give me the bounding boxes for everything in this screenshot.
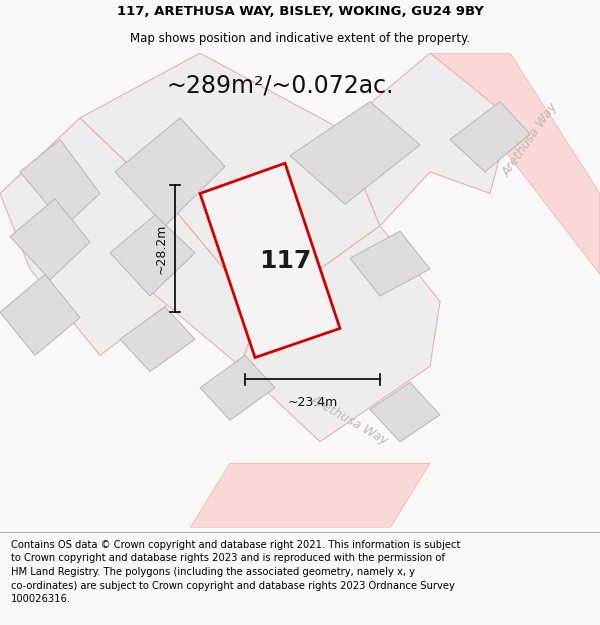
- Polygon shape: [370, 382, 440, 442]
- Polygon shape: [115, 118, 225, 226]
- Text: ~28.2m: ~28.2m: [155, 223, 167, 274]
- Polygon shape: [0, 118, 200, 356]
- Text: ~23.4m: ~23.4m: [287, 396, 338, 409]
- Text: 117, ARETHUSA WAY, BISLEY, WOKING, GU24 9BY: 117, ARETHUSA WAY, BISLEY, WOKING, GU24 …: [116, 5, 484, 18]
- Polygon shape: [120, 307, 195, 372]
- Polygon shape: [430, 53, 600, 274]
- Polygon shape: [150, 204, 260, 366]
- Polygon shape: [200, 163, 340, 358]
- Text: Contains OS data © Crown copyright and database right 2021. This information is : Contains OS data © Crown copyright and d…: [11, 540, 460, 604]
- Polygon shape: [110, 215, 195, 296]
- Polygon shape: [200, 356, 275, 420]
- Polygon shape: [240, 226, 440, 442]
- Polygon shape: [290, 102, 420, 204]
- Polygon shape: [80, 53, 380, 312]
- Polygon shape: [0, 274, 80, 356]
- Polygon shape: [20, 139, 100, 226]
- Polygon shape: [450, 102, 530, 172]
- Text: ~289m²/~0.072ac.: ~289m²/~0.072ac.: [166, 74, 394, 98]
- Text: 117: 117: [259, 249, 311, 272]
- Text: Arethusa Way: Arethusa Way: [309, 393, 391, 448]
- Text: Map shows position and indicative extent of the property.: Map shows position and indicative extent…: [130, 32, 470, 45]
- Polygon shape: [340, 53, 510, 226]
- Polygon shape: [190, 463, 430, 528]
- Text: Arethusa Way: Arethusa Way: [500, 100, 560, 179]
- Polygon shape: [10, 199, 90, 280]
- Polygon shape: [350, 231, 430, 296]
